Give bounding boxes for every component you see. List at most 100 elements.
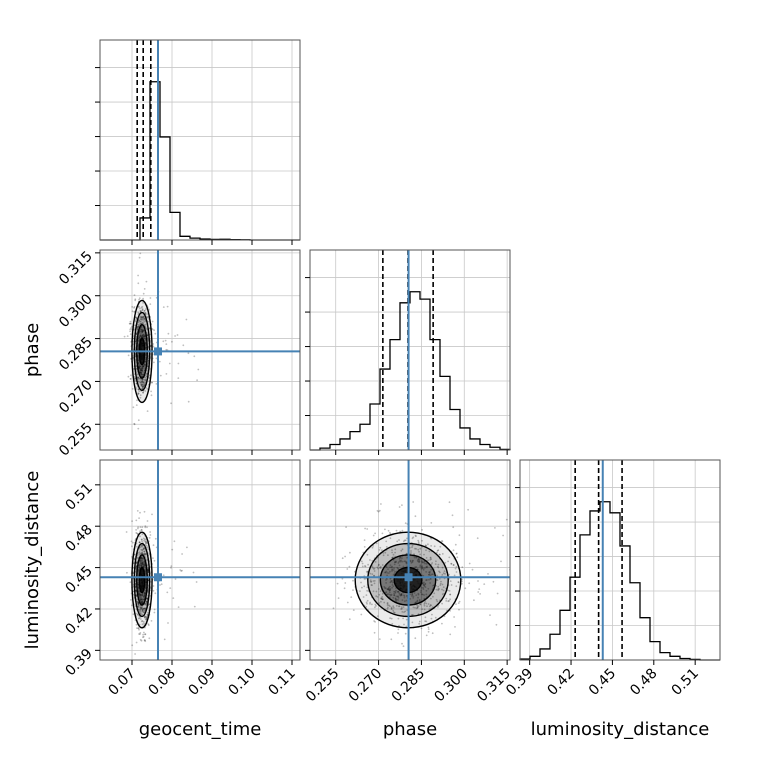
sample-point [143, 553, 146, 556]
sample-point [394, 551, 396, 554]
sample-point [143, 539, 146, 542]
sample-point [140, 594, 143, 597]
sample-point [421, 561, 424, 564]
sample-point [136, 373, 139, 376]
sample-point [143, 335, 146, 338]
sample-point [140, 563, 143, 566]
sample-point [141, 366, 144, 369]
sample-point [433, 545, 436, 548]
x-axis-label-phase: phase [383, 719, 437, 740]
sample-point [142, 385, 145, 388]
sample-point [369, 580, 372, 583]
sample-point [423, 561, 426, 563]
sample-point [385, 591, 388, 593]
sample-point [391, 584, 394, 586]
sample-point [130, 374, 132, 377]
sample-point [143, 335, 146, 338]
sample-point [140, 367, 143, 370]
sample-point [142, 633, 145, 636]
sample-point [378, 563, 380, 566]
sample-point [385, 566, 388, 569]
sample-point [145, 617, 148, 620]
sample-point [449, 598, 451, 601]
sample-point [185, 318, 188, 321]
sample-point [143, 550, 146, 553]
axes-frame [309, 249, 511, 451]
sample-point [129, 322, 132, 325]
sample-point [461, 582, 463, 585]
sample-point [142, 365, 144, 368]
sample-point [140, 326, 143, 329]
sample-point [148, 603, 151, 606]
sample-point [398, 593, 401, 596]
sample-point [139, 612, 142, 615]
sample-point [138, 390, 141, 393]
sample-point [417, 593, 420, 596]
sample-point [396, 540, 399, 543]
sample-point [404, 560, 407, 563]
sample-point [154, 537, 157, 540]
sample-point [420, 593, 423, 596]
sample-point [403, 623, 405, 626]
sample-point [139, 365, 142, 367]
sample-point [388, 589, 391, 592]
sample-point [336, 582, 339, 585]
sample-point [453, 616, 455, 618]
sample-point [436, 549, 439, 552]
sample-point [418, 560, 421, 563]
sample-point [193, 605, 196, 608]
sample-point [145, 580, 147, 583]
sample-point [431, 613, 433, 616]
sample-point [142, 384, 145, 387]
sample-point [419, 600, 421, 602]
sample-point [437, 549, 440, 552]
sample-point [391, 570, 393, 572]
sample-point [151, 320, 154, 323]
sample-point [135, 317, 138, 319]
sample-point [139, 309, 142, 312]
sample-point [337, 597, 340, 599]
sample-point [144, 311, 147, 314]
sample-point [405, 599, 408, 602]
sample-point [438, 578, 441, 580]
sample-point [139, 633, 141, 635]
sample-point [147, 623, 150, 625]
sample-point [153, 361, 155, 364]
sample-point [410, 550, 412, 552]
sample-point [454, 543, 457, 546]
sample-point [141, 563, 144, 566]
sample-point [134, 377, 136, 380]
sample-point [417, 548, 420, 551]
sample-point [391, 569, 394, 571]
sample-point [437, 588, 440, 590]
sample-point [389, 587, 392, 590]
sample-point [394, 592, 397, 594]
sample-point [141, 365, 144, 368]
sample-point [142, 561, 144, 564]
sample-point [444, 561, 447, 564]
sample-point [373, 580, 376, 582]
sample-point [143, 333, 145, 336]
sample-point [141, 383, 144, 386]
sample-point [146, 313, 149, 315]
sample-point [401, 599, 404, 601]
sample-point [478, 588, 481, 590]
sample-point [414, 515, 417, 518]
sample-point [142, 620, 145, 623]
sample-point [397, 632, 399, 634]
sample-point [458, 534, 461, 537]
sample-point [392, 611, 395, 614]
sample-point [349, 551, 351, 554]
sample-point [137, 388, 140, 390]
sample-point [402, 617, 404, 620]
sample-point [422, 568, 425, 571]
sample-point [137, 570, 140, 572]
x-tick-label: 0.45 [586, 666, 619, 699]
sample-point [451, 514, 454, 517]
sample-point [141, 562, 144, 565]
sample-point [143, 288, 146, 290]
sample-point [665, 622, 667, 624]
sample-point [417, 542, 420, 545]
sample-point [141, 331, 143, 334]
sample-point [139, 321, 142, 323]
